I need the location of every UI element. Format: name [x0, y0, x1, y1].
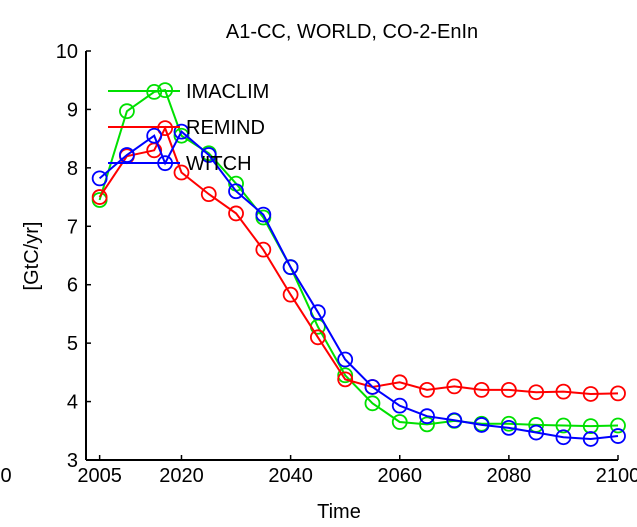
data-point-witch	[173, 123, 190, 140]
x-tick-label: 2005	[77, 465, 122, 487]
data-point-imaclim	[419, 416, 435, 433]
data-point-imaclim	[582, 418, 599, 435]
data-point-remind	[446, 378, 463, 395]
data-point-witch	[200, 147, 217, 163]
data-point-witch	[282, 259, 299, 276]
x-tick-label: 0	[0, 465, 11, 487]
data-point-witch	[146, 127, 163, 144]
data-point-imaclim	[337, 367, 354, 384]
y-tick-label: 8	[67, 158, 78, 180]
data-point-witch	[582, 431, 599, 447]
data-point-remind	[610, 385, 626, 402]
y-tick-label: 3	[67, 450, 78, 472]
x-tick-label: 2100	[596, 465, 637, 487]
y-tick-label: 9	[67, 99, 78, 121]
data-point-witch	[419, 408, 435, 425]
data-point-witch	[255, 206, 272, 223]
data-point-imaclim	[119, 103, 135, 120]
data-point-remind	[309, 329, 326, 346]
data-point-remind	[473, 381, 490, 398]
data-point-remind	[173, 164, 190, 181]
data-point-witch	[528, 424, 545, 441]
legend-label-imaclim: IMACLIM	[186, 81, 269, 103]
y-axis-label: [GtC/yr]	[21, 222, 43, 291]
data-point-witch	[228, 183, 244, 200]
data-point-imaclim	[364, 395, 381, 412]
y-tick-label: 10	[56, 41, 78, 63]
y-tick-label: 5	[67, 333, 78, 355]
x-tick-label: 2040	[268, 465, 313, 487]
data-point-witch	[337, 351, 354, 368]
x-tick-label: 2080	[487, 465, 532, 487]
data-point-witch	[500, 419, 517, 436]
legend: IMACLIM REMIND WITCH	[108, 81, 269, 175]
data-point-imaclim	[555, 417, 572, 434]
series-line-witch	[98, 130, 619, 441]
data-point-imaclim	[173, 127, 190, 144]
x-tick-label: 2020	[159, 465, 204, 487]
data-point-remind	[582, 386, 599, 402]
y-tick-label: 4	[67, 392, 78, 414]
legend-label-remind: REMIND	[186, 117, 265, 139]
data-point-witch	[610, 428, 626, 444]
data-point-remind	[528, 384, 545, 401]
series-line-remind	[98, 125, 619, 396]
data-point-witch	[555, 429, 572, 446]
data-point-remind	[337, 371, 354, 388]
data-point-witch	[309, 304, 326, 321]
data-point-remind	[500, 381, 517, 398]
data-point-remind	[228, 205, 244, 222]
data-point-remind	[391, 374, 408, 391]
series-layer	[91, 82, 626, 447]
data-point-imaclim	[391, 414, 408, 430]
data-point-imaclim	[610, 417, 626, 434]
data-point-imaclim	[500, 415, 517, 432]
data-point-witch	[91, 170, 108, 187]
data-point-witch	[364, 379, 381, 395]
series-line-imaclim	[98, 88, 619, 428]
data-point-remind	[255, 241, 272, 258]
x-tick-label: 2060	[377, 465, 422, 487]
data-point-remind	[91, 189, 108, 205]
legend-label-witch: WITCH	[186, 153, 252, 175]
data-point-remind	[157, 120, 174, 137]
data-point-remind	[555, 383, 572, 400]
y-tick-label: 7	[67, 216, 78, 238]
chart-title: A1-CC, WORLD, CO-2-EnIn	[226, 21, 478, 43]
data-point-witch	[446, 412, 463, 429]
data-point-witch	[391, 397, 408, 414]
y-ticks: 3 4 5 6 7 8 9 10	[56, 41, 91, 472]
y-tick-label: 6	[67, 275, 78, 297]
x-ticks: 0 2005 2020 2040 2060 2080 2100	[0, 455, 637, 487]
data-point-remind	[200, 186, 217, 203]
data-point-remind	[419, 381, 435, 398]
data-point-remind	[282, 286, 299, 303]
x-axis-label: Time	[317, 501, 361, 523]
data-point-witch	[473, 417, 490, 433]
